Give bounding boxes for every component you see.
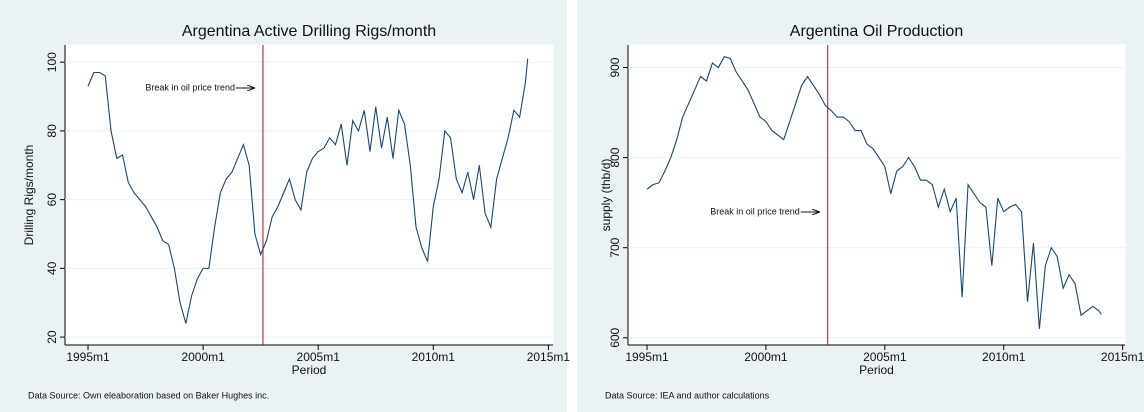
x-tick-label: 2010m1 (982, 350, 1026, 364)
x-tick-label: 1995m1 (625, 350, 669, 364)
x-axis-title: Period (859, 363, 894, 377)
annotation: Break in oil price trend (710, 206, 800, 216)
plot-area (64, 44, 554, 346)
chart-panel: Argentina Active Drilling Rigs/month 20 40… (0, 0, 570, 412)
source-note: Data Source: Own eleaboration based on B… (28, 390, 269, 400)
x-tick-label: 1995m1 (66, 350, 110, 364)
x-tick-label: 2015m1 (527, 350, 571, 364)
y-tick-label: 900 (608, 57, 622, 77)
x-tick-label: 2000m1 (181, 350, 225, 364)
x-tick-label: 2015m1 (1101, 350, 1144, 364)
y-tick-label: 700 (608, 237, 622, 257)
y-axis-title: supply (thb/d) (599, 159, 613, 232)
annotation: Break in oil price trend (145, 82, 235, 92)
x-tick-label: 2010m1 (412, 350, 456, 364)
y-tick-label: 600 (608, 327, 622, 347)
source-note: Data Source: IEA and author calculations (605, 390, 770, 400)
x-tick-label: 2005m1 (297, 350, 341, 364)
data-line (646, 56, 1102, 329)
y-tick-label: 80 (45, 124, 59, 138)
y-tick-label: 800 (608, 147, 622, 167)
plot-area (627, 44, 1126, 346)
y-tick-label: 40 (45, 261, 59, 275)
y-axis-title: Drilling Rigs/month (22, 145, 36, 246)
chart-title: Argentina Oil Production (790, 23, 963, 40)
data-line (87, 58, 529, 324)
x-tick-label: 2000m1 (744, 350, 788, 364)
y-tick-label: 60 (45, 193, 59, 207)
y-tick-label: 20 (45, 330, 59, 344)
x-tick-label: 2005m1 (863, 350, 907, 364)
chart-panel: Argentina Oil Production 600 700 800 900 1995… (577, 0, 1144, 412)
chart-title: Argentina Active Drilling Rigs/month (182, 23, 436, 40)
x-axis-title: Period (292, 363, 327, 377)
y-tick-label: 100 (45, 52, 59, 72)
